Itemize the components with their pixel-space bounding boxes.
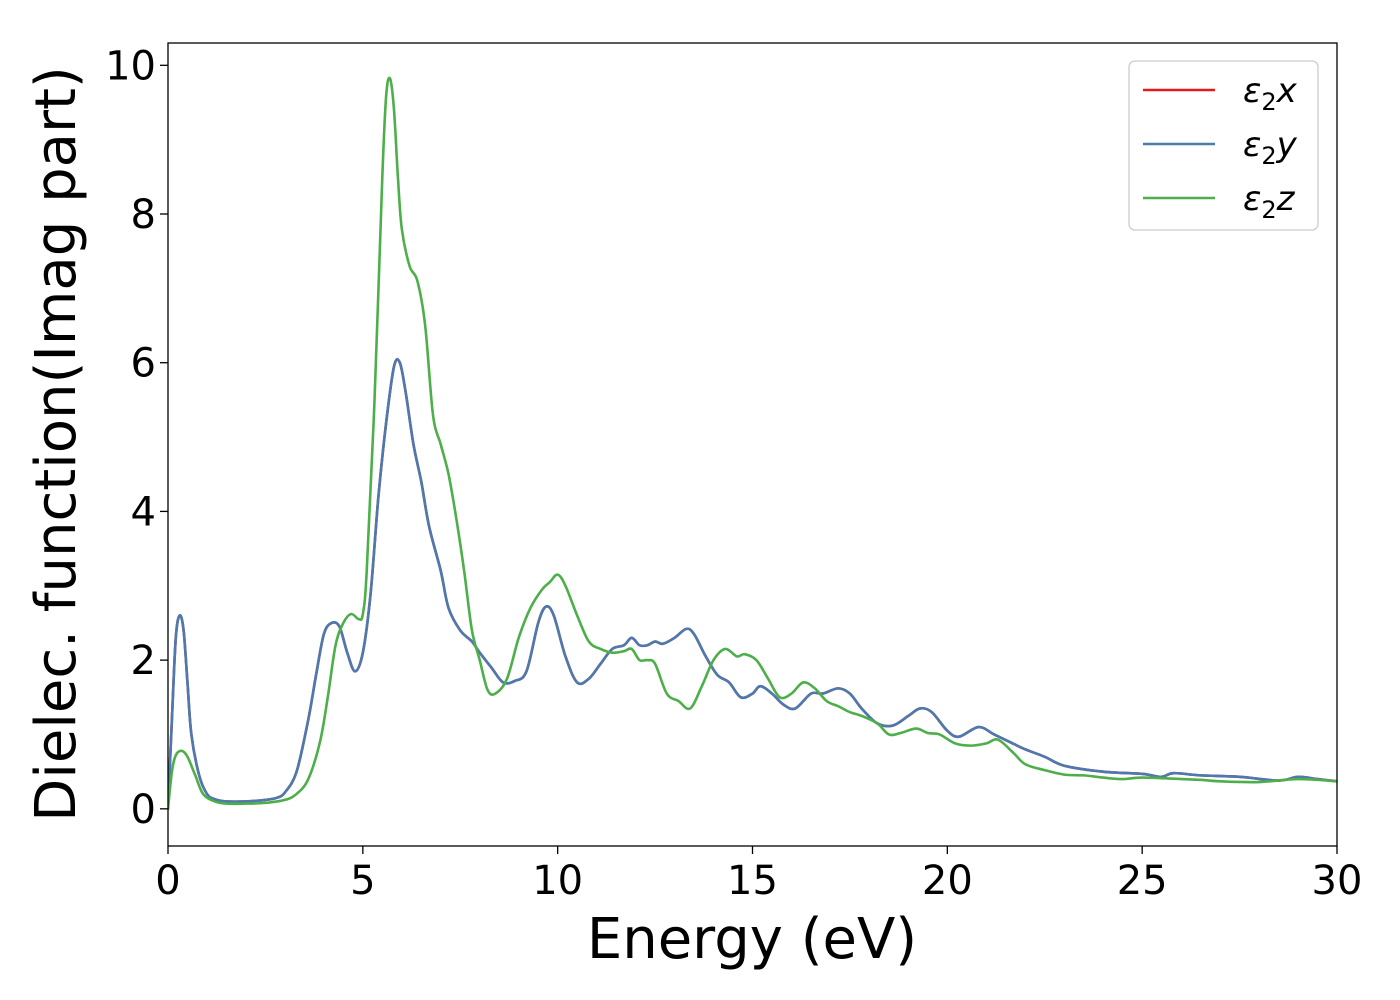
y-tick-label: 2 [131,638,156,684]
legend-label-x: ε2x [1243,71,1298,116]
series-line-z [168,76,1337,811]
x-axis: 0 5 10 15 20 25 30 [155,846,1362,904]
x-tick-label: 15 [727,858,778,904]
y-tick-label: 6 [131,341,156,387]
y-axis: 0 2 4 6 8 10 [105,43,168,833]
x-tick-label: 10 [532,858,583,904]
x-tick-label: 0 [155,858,180,904]
x-tick-label: 30 [1312,858,1363,904]
series-line-y [168,357,1337,811]
series-line-x [168,357,1337,811]
legend-label-y: ε2y [1243,125,1298,170]
y-tick-label: 8 [131,192,156,238]
x-tick-label: 5 [350,858,375,904]
y-tick-label: 4 [131,489,156,535]
legend-label-z: ε2z [1243,179,1296,224]
y-tick-label: 10 [105,43,156,89]
series-layer [168,76,1337,811]
x-axis-title: Energy (eV) [587,907,917,972]
legend-box [1128,60,1319,231]
y-tick-label: 0 [131,787,156,833]
legend: ε2x ε2y ε2z [1128,60,1319,231]
x-tick-label: 25 [1117,858,1168,904]
x-tick-label: 20 [922,858,973,904]
y-axis-title: Dielec. function(Imag part) [24,66,89,822]
